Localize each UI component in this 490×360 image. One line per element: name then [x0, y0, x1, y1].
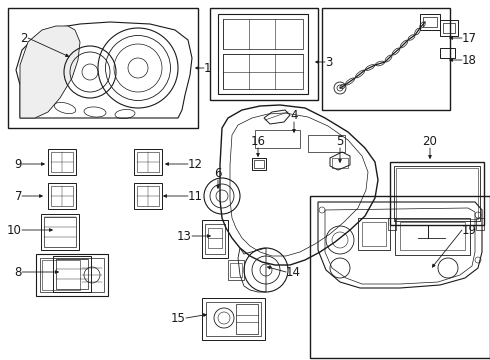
Text: 15: 15: [171, 311, 186, 324]
Text: 19: 19: [462, 224, 477, 237]
Bar: [236, 304, 258, 334]
Bar: [36, 254, 108, 296]
Text: 12: 12: [188, 158, 203, 171]
Bar: [48, 183, 76, 209]
Bar: [322, 8, 450, 110]
Polygon shape: [20, 26, 80, 118]
Bar: [51, 186, 73, 206]
Bar: [44, 217, 76, 247]
Text: 20: 20: [422, 135, 438, 148]
Text: 11: 11: [188, 189, 203, 202]
Bar: [206, 302, 261, 336]
Bar: [53, 256, 91, 292]
Bar: [228, 260, 244, 280]
Bar: [420, 14, 440, 30]
Bar: [254, 160, 264, 168]
Bar: [51, 152, 73, 172]
Text: 4: 4: [290, 109, 298, 122]
Bar: [223, 19, 303, 49]
Text: 14: 14: [286, 266, 301, 279]
Text: 6: 6: [214, 167, 222, 180]
Bar: [388, 218, 396, 230]
Bar: [8, 8, 198, 128]
Bar: [394, 166, 480, 221]
Text: 7: 7: [15, 189, 22, 202]
Bar: [48, 149, 76, 175]
Bar: [40, 258, 104, 292]
Bar: [134, 183, 162, 209]
Text: 5: 5: [336, 135, 343, 148]
Text: 10: 10: [7, 224, 22, 237]
Text: 16: 16: [250, 135, 266, 148]
Bar: [252, 158, 266, 170]
Bar: [395, 218, 470, 255]
Bar: [202, 298, 265, 340]
Bar: [443, 23, 455, 33]
Bar: [308, 135, 345, 152]
Bar: [42, 260, 80, 290]
Bar: [358, 218, 390, 250]
Bar: [476, 218, 484, 230]
Bar: [390, 162, 484, 225]
Bar: [230, 263, 242, 277]
Text: 13: 13: [177, 230, 192, 243]
Bar: [210, 8, 318, 100]
Bar: [205, 224, 225, 254]
Bar: [134, 149, 162, 175]
Bar: [255, 130, 300, 148]
Bar: [423, 17, 437, 27]
Text: 17: 17: [462, 31, 477, 45]
Bar: [332, 158, 348, 168]
Text: 2: 2: [21, 31, 28, 45]
Bar: [440, 48, 455, 58]
Bar: [56, 259, 88, 289]
Text: 18: 18: [462, 54, 477, 67]
Bar: [223, 54, 303, 89]
Text: 3: 3: [325, 55, 332, 68]
Bar: [440, 20, 458, 36]
Bar: [208, 228, 222, 248]
Bar: [400, 222, 465, 250]
Bar: [310, 196, 490, 358]
Bar: [137, 152, 159, 172]
Bar: [202, 220, 228, 258]
Bar: [41, 214, 79, 250]
Bar: [362, 222, 386, 246]
Bar: [396, 168, 478, 219]
Text: 1: 1: [204, 62, 212, 75]
Text: 8: 8: [15, 266, 22, 279]
Bar: [137, 186, 159, 206]
Text: 9: 9: [15, 158, 22, 171]
Bar: [218, 14, 308, 94]
